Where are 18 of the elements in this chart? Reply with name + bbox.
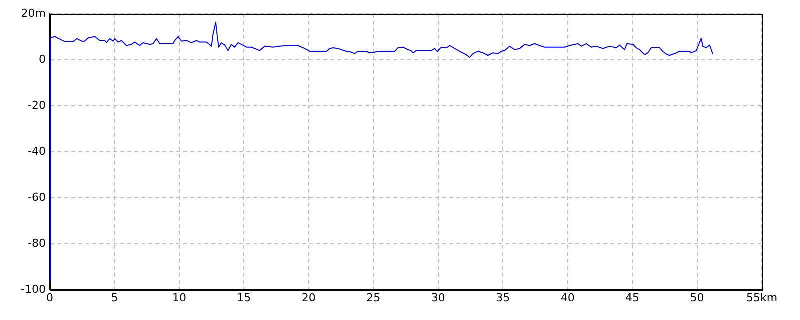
x-tick-label: 45 bbox=[626, 291, 640, 304]
x-tick-label: 30 bbox=[431, 291, 446, 304]
x-tick-label: 20 bbox=[302, 291, 316, 304]
y-tick-label: 20m bbox=[21, 6, 46, 20]
y-tick-label: -80 bbox=[28, 236, 46, 250]
x-tick-label: 50 bbox=[690, 291, 704, 304]
x-tick-label: 10 bbox=[172, 291, 186, 304]
y-tick-label: -100 bbox=[21, 282, 46, 296]
x-tick-label: 15 bbox=[237, 291, 252, 304]
y-tick-label: -40 bbox=[28, 144, 46, 158]
x-tick-label: 5 bbox=[111, 291, 118, 304]
x-tick-label: 35 bbox=[496, 291, 510, 304]
x-tick-label: 25 bbox=[366, 291, 381, 304]
x-tick-label: 40 bbox=[560, 291, 575, 304]
y-tick-label: 0 bbox=[39, 52, 46, 66]
x-tick-label: 55km bbox=[746, 291, 778, 304]
y-tick-label: -20 bbox=[28, 98, 46, 112]
y-tick-label: -60 bbox=[28, 190, 46, 204]
